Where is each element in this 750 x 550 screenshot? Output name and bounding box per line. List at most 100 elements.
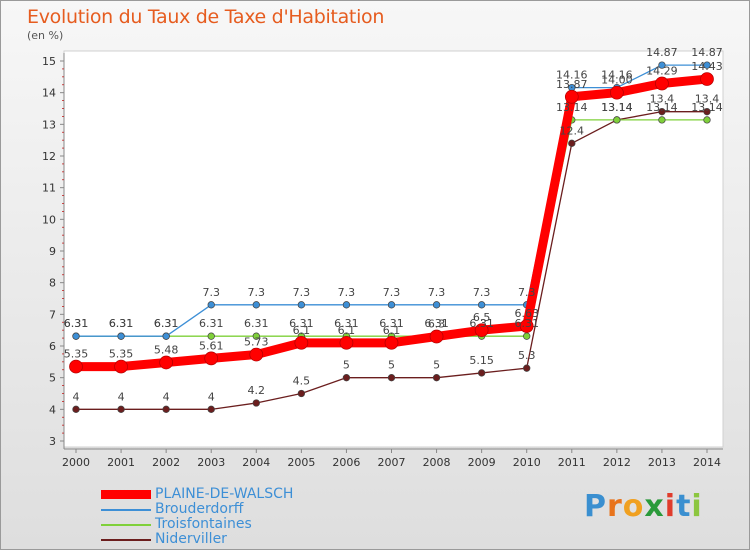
y-tick-label: 13 (42, 118, 56, 131)
data-point (658, 116, 666, 124)
x-tick-label: 2000 (62, 456, 90, 469)
y-tick-label: 14 (42, 87, 56, 100)
data-label: 6.31 (64, 317, 89, 330)
data-label: 14.16 (601, 69, 633, 82)
x-tick-label: 2010 (513, 456, 541, 469)
x-tick-label: 2007 (378, 456, 406, 469)
data-label: 7.3 (518, 286, 536, 299)
x-tick-label: 2006 (332, 456, 360, 469)
x-tick-label: 2011 (558, 456, 586, 469)
data-point (162, 332, 170, 340)
data-label: 14.00 (601, 74, 633, 87)
data-point (72, 332, 80, 340)
data-point (204, 351, 219, 366)
data-label: 14.16 (556, 69, 588, 82)
data-label: 6.31 (199, 317, 224, 330)
legend-label: Troisfontaines (155, 516, 252, 532)
data-label: 6.31 (244, 317, 269, 330)
data-label: 13.87 (556, 78, 588, 91)
data-label: 6.3 (428, 318, 446, 331)
data-label: 7.3 (338, 286, 356, 299)
data-label: 5.35 (64, 348, 89, 361)
x-tick-label: 2002 (152, 456, 180, 469)
data-point (474, 323, 489, 338)
data-label: 7.3 (293, 286, 311, 299)
data-label: 6.31 (109, 317, 134, 330)
y-tick-label: 10 (42, 213, 56, 226)
y-tick-label: 6 (49, 340, 56, 353)
data-point (387, 374, 396, 382)
data-point (477, 369, 486, 377)
data-point (297, 389, 306, 398)
data-label: 14.29 (646, 64, 678, 77)
data-label: 6.5 (473, 311, 491, 324)
data-point (703, 108, 711, 116)
y-tick-label: 11 (42, 182, 56, 195)
data-point (703, 116, 711, 124)
data-point (658, 108, 666, 116)
data-label: 13.4 (650, 93, 675, 106)
data-point (162, 405, 170, 413)
data-point (432, 374, 441, 382)
data-label: 6.63 (514, 307, 539, 320)
data-label: 4 (73, 390, 80, 403)
data-point (568, 139, 576, 147)
data-label: 13.14 (646, 101, 678, 114)
x-tick-label: 2012 (603, 456, 631, 469)
data-label: 5.73 (244, 336, 269, 349)
y-tick-label: 15 (42, 55, 56, 68)
data-label: 13.14 (556, 101, 588, 114)
data-label: 7.3 (248, 286, 266, 299)
y-tick-label: 4 (49, 403, 56, 416)
data-label: 4 (163, 390, 170, 403)
data-label: 13.4 (695, 93, 720, 106)
data-label: 6.1 (293, 324, 311, 337)
data-point (342, 301, 351, 309)
data-label: 7.3 (473, 286, 491, 299)
data-label: 5.35 (109, 348, 134, 361)
data-point (249, 347, 264, 362)
x-tick-label: 2001 (107, 456, 135, 469)
data-point (523, 332, 531, 340)
data-point (703, 61, 711, 69)
data-point (207, 405, 215, 413)
data-label: 7.3 (383, 286, 401, 299)
data-label: 6.31 (424, 317, 449, 330)
plot-area (63, 50, 724, 448)
data-label: 13.14 (691, 101, 723, 114)
data-label: 5.3 (518, 349, 536, 362)
data-point (564, 89, 579, 104)
data-label: 5.48 (154, 343, 179, 356)
data-label: 12.4 (560, 124, 585, 137)
data-label: 14.43 (691, 60, 723, 73)
data-point (519, 319, 534, 333)
data-label: 6.31 (514, 317, 539, 330)
data-label: 5.15 (469, 354, 494, 367)
legend-label: Brouderdorff (155, 501, 244, 517)
data-point (384, 335, 399, 350)
data-point (477, 301, 486, 309)
y-unit-label: (en %) (27, 29, 64, 42)
y-tick-label: 12 (42, 150, 56, 163)
data-point (159, 355, 173, 370)
data-label: 6.31 (289, 317, 314, 330)
y-tick-label: 9 (49, 245, 56, 258)
data-point (297, 301, 306, 309)
data-label: 5 (343, 359, 350, 372)
data-label: 7.3 (202, 286, 220, 299)
data-point (658, 61, 666, 69)
data-label: 13.14 (601, 101, 633, 114)
legend-swatch (101, 524, 151, 526)
data-point (294, 335, 309, 350)
x-tick-label: 2008 (423, 456, 451, 469)
data-label: 4.2 (248, 384, 266, 397)
data-label: 14.87 (646, 46, 678, 59)
data-label: 6.31 (154, 317, 179, 330)
data-label: 6.1 (338, 324, 356, 337)
data-label: 6.31 (64, 317, 89, 330)
y-tick-label: 5 (49, 372, 56, 385)
data-point (114, 359, 128, 374)
data-label: 6.31 (334, 317, 359, 330)
